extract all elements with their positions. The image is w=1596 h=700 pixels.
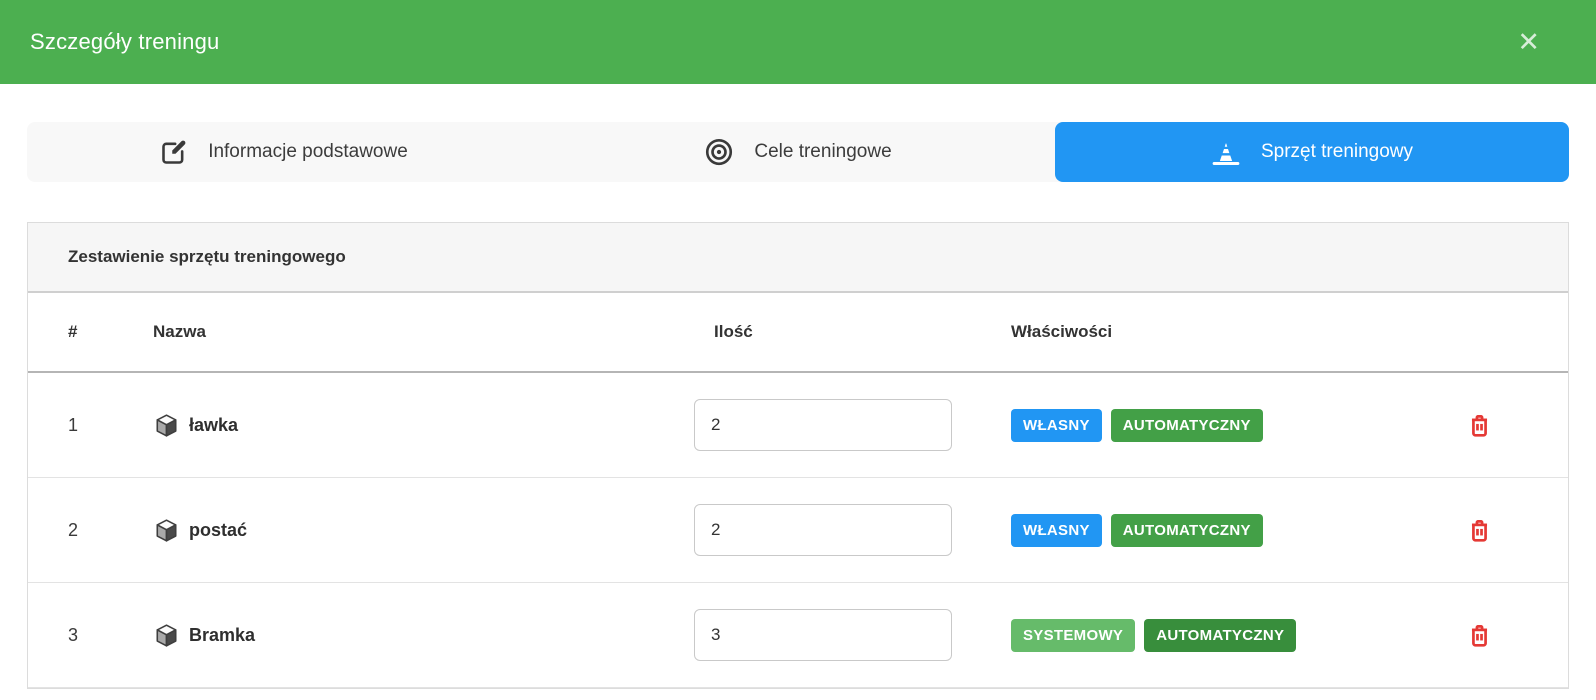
quantity-input[interactable] — [694, 399, 952, 451]
trash-icon — [1466, 622, 1493, 649]
property-badge: AUTOMATYCZNY — [1144, 618, 1297, 652]
tab-sprzet-treningowy[interactable]: Sprzęt treningowy — [1055, 122, 1569, 182]
column-header-quantity: Ilość — [714, 322, 753, 341]
quantity-input[interactable] — [694, 504, 952, 556]
cube-icon — [153, 517, 180, 544]
modal-header: Szczegóły treningu ✕ — [0, 0, 1596, 84]
property-badge: WŁASNY — [1011, 513, 1102, 547]
row-index: 2 — [68, 519, 79, 540]
tab-bar: Informacje podstawowe Cele treningowe — [27, 122, 1569, 182]
tab-label: Cele treningowe — [754, 141, 892, 162]
tab-informacje-podstawowe[interactable]: Informacje podstawowe — [27, 122, 541, 182]
column-header-name: Nazwa — [153, 322, 206, 341]
equipment-name: postać — [189, 519, 248, 540]
trash-icon — [1466, 412, 1493, 439]
property-badge: WŁASNY — [1011, 408, 1102, 442]
panel-title: Zestawienie sprzętu treningowego — [28, 223, 1568, 293]
close-button[interactable]: ✕ — [1509, 25, 1548, 60]
delete-button[interactable] — [1464, 410, 1495, 441]
property-badges: WŁASNY AUTOMATYCZNY — [1011, 513, 1431, 547]
tab-label: Sprzęt treningowy — [1260, 141, 1414, 162]
modal-title: Szczegóły treningu — [30, 29, 220, 54]
delete-button[interactable] — [1464, 620, 1495, 651]
table-header-row: # Nazwa Ilość Właściwości — [28, 293, 1568, 373]
property-badge: AUTOMATYCZNY — [1110, 408, 1263, 442]
property-badge: AUTOMATYCZNY — [1110, 513, 1263, 547]
trash-icon — [1466, 517, 1493, 544]
row-index: 1 — [68, 414, 79, 435]
column-header-index: # — [68, 322, 78, 341]
property-badges: SYSTEMOWY AUTOMATYCZNY — [1011, 618, 1431, 652]
quantity-input[interactable] — [694, 609, 952, 661]
equipment-panel: Zestawienie sprzętu treningowego # Nazwa… — [27, 222, 1569, 689]
column-header-properties: Właściwości — [1011, 322, 1113, 341]
row-index: 3 — [68, 624, 79, 645]
cube-icon — [153, 622, 180, 649]
edit-square-icon — [160, 138, 188, 166]
tab-label: Informacje podstawowe — [208, 141, 408, 162]
tab-cele-treningowe[interactable]: Cele treningowe — [541, 122, 1055, 182]
equipment-name: Bramka — [189, 624, 256, 645]
cube-icon — [153, 412, 180, 439]
close-icon: ✕ — [1517, 26, 1540, 57]
delete-button[interactable] — [1464, 515, 1495, 546]
traffic-cone-icon — [1211, 137, 1241, 167]
equipment-name: ławka — [189, 414, 239, 435]
property-badges: WŁASNY AUTOMATYCZNY — [1011, 408, 1431, 442]
target-icon — [704, 137, 734, 167]
property-badge: SYSTEMOWY — [1011, 618, 1136, 652]
